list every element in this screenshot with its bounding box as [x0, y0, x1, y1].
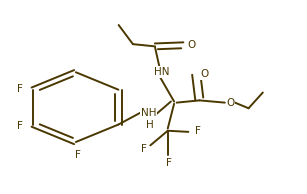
Text: F: F — [195, 126, 201, 136]
Text: F: F — [166, 158, 172, 168]
Text: O: O — [226, 98, 235, 108]
Text: H: H — [146, 120, 154, 130]
Text: NH: NH — [141, 108, 157, 118]
Text: HN: HN — [154, 67, 170, 77]
Text: F: F — [141, 144, 147, 154]
Text: F: F — [17, 84, 23, 94]
Text: O: O — [187, 40, 196, 50]
Text: O: O — [200, 69, 208, 79]
Text: F: F — [17, 121, 23, 131]
Text: F: F — [76, 151, 81, 160]
